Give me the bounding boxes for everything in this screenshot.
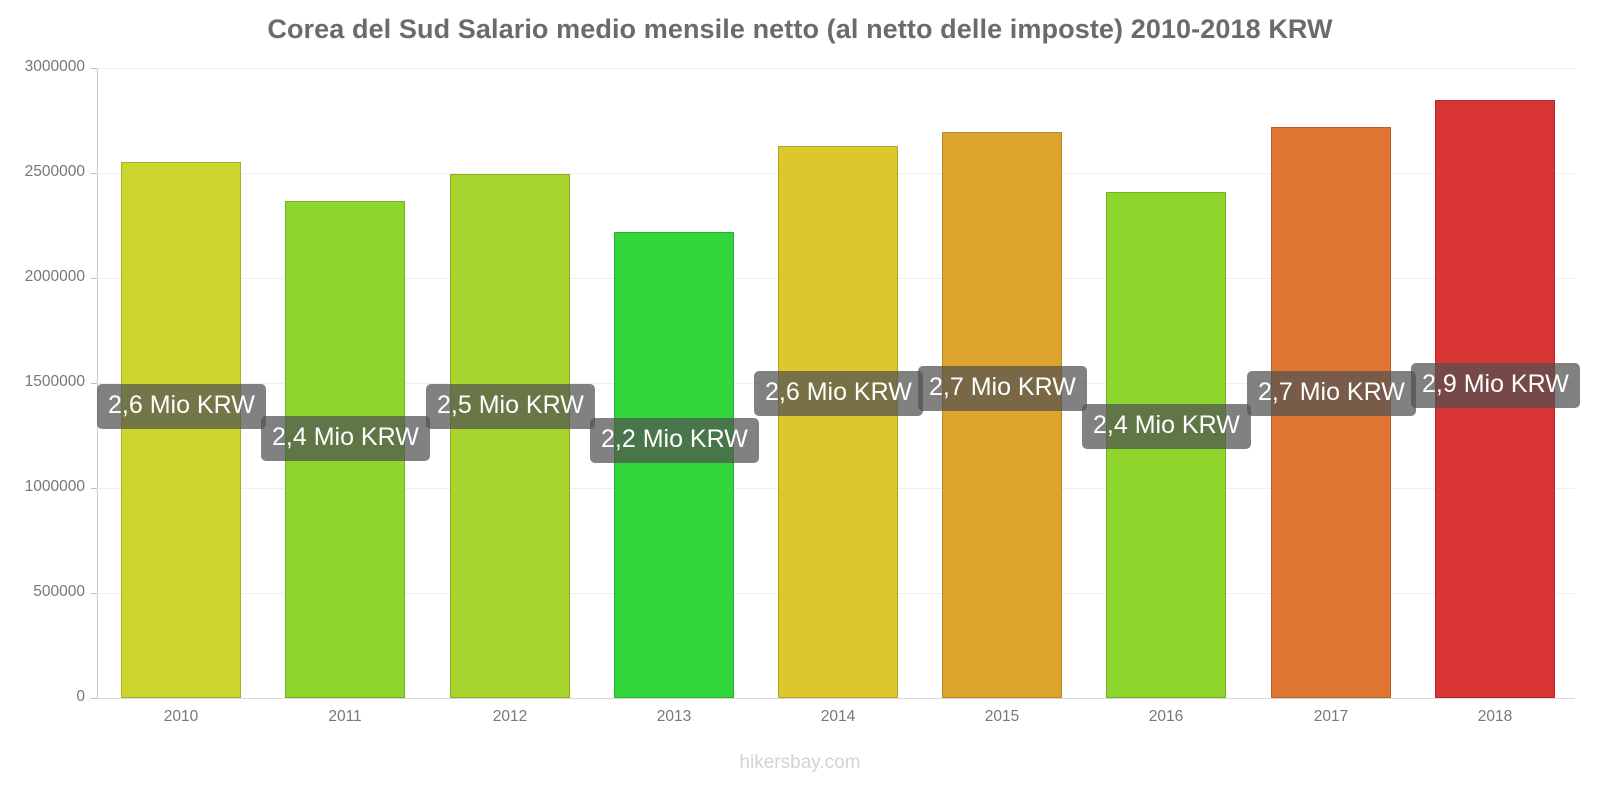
y-axis-tick-mark	[91, 68, 97, 69]
value-label-2015: 2,7 Mio KRW	[918, 366, 1087, 411]
y-axis-tick-label: 2500000	[24, 163, 85, 180]
bar-2010[interactable]	[121, 161, 241, 698]
x-axis-tick-label-2017: 2017	[1313, 708, 1349, 725]
y-axis-tick-mark	[91, 593, 97, 594]
y-axis-tick-mark	[91, 698, 97, 699]
y-axis-tick-label: 0	[76, 688, 85, 705]
x-axis-tick-label-2012: 2012	[492, 708, 528, 725]
chart-title: Corea del Sud Salario medio mensile nett…	[267, 14, 1333, 44]
footer-credit: hikersbay.com	[739, 752, 861, 773]
x-axis-tick-label-2018: 2018	[1477, 708, 1513, 725]
y-axis-tick-label: 3000000	[24, 58, 85, 75]
x-axis-tick-label-2014: 2014	[820, 708, 856, 725]
x-axis-tick-label-2016: 2016	[1148, 708, 1184, 725]
y-axis-tick-label: 2000000	[24, 268, 85, 285]
y-axis-tick-mark	[91, 173, 97, 174]
x-axis-tick-label-2015: 2015	[984, 708, 1020, 725]
x-axis-tick-label-2010: 2010	[163, 708, 199, 725]
value-label-2012: 2,5 Mio KRW	[426, 384, 595, 429]
y-axis-tick-mark	[91, 488, 97, 489]
x-axis-tick-label-2013: 2013	[656, 708, 692, 725]
bar-2013[interactable]	[614, 231, 734, 698]
y-axis-tick-label: 500000	[33, 583, 85, 600]
value-label-2010: 2,6 Mio KRW	[97, 384, 266, 429]
value-label-2011: 2,4 Mio KRW	[261, 416, 430, 461]
value-label-2013: 2,2 Mio KRW	[590, 418, 759, 463]
value-label-2018: 2,9 Mio KRW	[1411, 363, 1580, 408]
value-label-2014: 2,6 Mio KRW	[754, 371, 923, 416]
bar-2014[interactable]	[778, 145, 898, 698]
value-label-2016: 2,4 Mio KRW	[1082, 404, 1251, 449]
bar-2015[interactable]	[942, 131, 1062, 698]
bar-2012[interactable]	[450, 174, 570, 698]
value-label-2017: 2,7 Mio KRW	[1247, 371, 1416, 416]
gridline	[97, 68, 1575, 69]
y-axis-tick-label: 1000000	[24, 478, 85, 495]
y-axis-tick-mark	[91, 383, 97, 384]
x-axis-tick-label-2011: 2011	[328, 708, 362, 725]
gridline	[97, 698, 1575, 699]
y-axis-tick-label: 1500000	[24, 373, 85, 390]
y-axis-tick-mark	[91, 278, 97, 279]
